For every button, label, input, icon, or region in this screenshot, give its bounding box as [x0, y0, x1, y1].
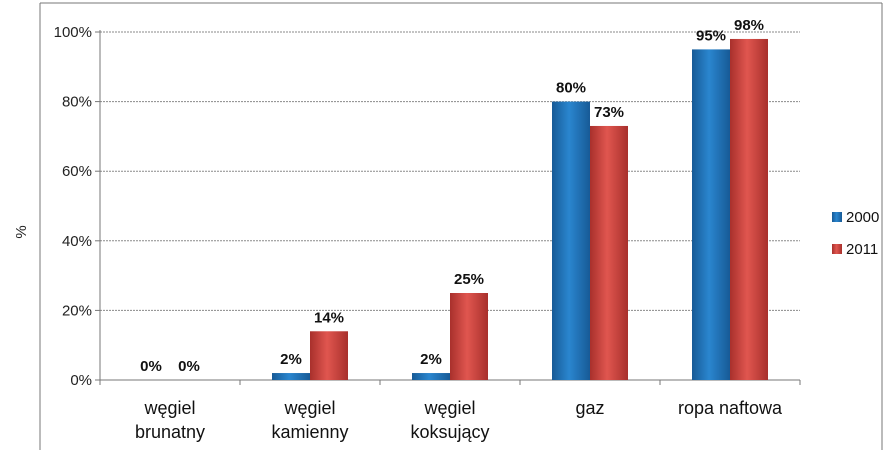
x-category-label: gaz: [575, 398, 604, 418]
bar-2000-1: [272, 373, 310, 380]
y-tick-label: 40%: [62, 233, 92, 250]
data-label-2011: 0%: [178, 358, 200, 375]
legend-label-2000: 2000: [846, 209, 879, 226]
data-label-2011: 73%: [594, 104, 624, 121]
x-category-label: węgiel: [283, 398, 335, 418]
bar-2000-2: [412, 373, 450, 380]
data-label-2000: 80%: [556, 80, 586, 97]
bar-2011-1: [310, 331, 348, 380]
legend-swatch-2011: [832, 244, 842, 254]
data-label-2000: 0%: [140, 358, 162, 375]
y-axis-title: %: [13, 225, 30, 238]
bar-2011-3: [590, 125, 628, 381]
data-label-2000: 2%: [420, 351, 442, 368]
y-tick-label: 80%: [62, 94, 92, 111]
data-label-2011: 25%: [454, 271, 484, 288]
data-label-2011: 98%: [734, 17, 764, 34]
data-label-2000: 95%: [696, 27, 726, 44]
x-category-label: koksujący: [410, 422, 489, 442]
bars: [272, 38, 768, 381]
legend: 2000 2011: [832, 209, 879, 258]
y-tick-label: 0%: [70, 372, 92, 389]
bar-2000-3: [552, 101, 590, 380]
x-category-label: węgiel: [423, 398, 475, 418]
y-tick-label: 100%: [54, 24, 92, 41]
x-category-label: kamienny: [271, 422, 348, 442]
bar-2011-4: [730, 38, 768, 381]
x-category-label: węgiel: [143, 398, 195, 418]
data-label-2011: 14%: [314, 309, 344, 326]
bar-2011-2: [450, 293, 488, 380]
bar-2000-4: [692, 49, 730, 381]
x-category-label: ropa naftowa: [678, 398, 783, 418]
y-tick-label: 60%: [62, 163, 92, 180]
y-tick-label: 20%: [62, 302, 92, 319]
axes: 0% 20% 40% 60% 80% 100%% węgiel brunatny węgiel k…: [13, 2, 883, 450]
data-label-2000: 2%: [280, 351, 302, 368]
legend-swatch-2000: [832, 212, 842, 222]
legend-label-2011: 2011: [846, 241, 878, 258]
data-labels: 0% 0% 2% 14% 2% 25% 80% 73% 95% 98%: [140, 17, 764, 375]
x-category-label: brunatny: [135, 422, 205, 442]
